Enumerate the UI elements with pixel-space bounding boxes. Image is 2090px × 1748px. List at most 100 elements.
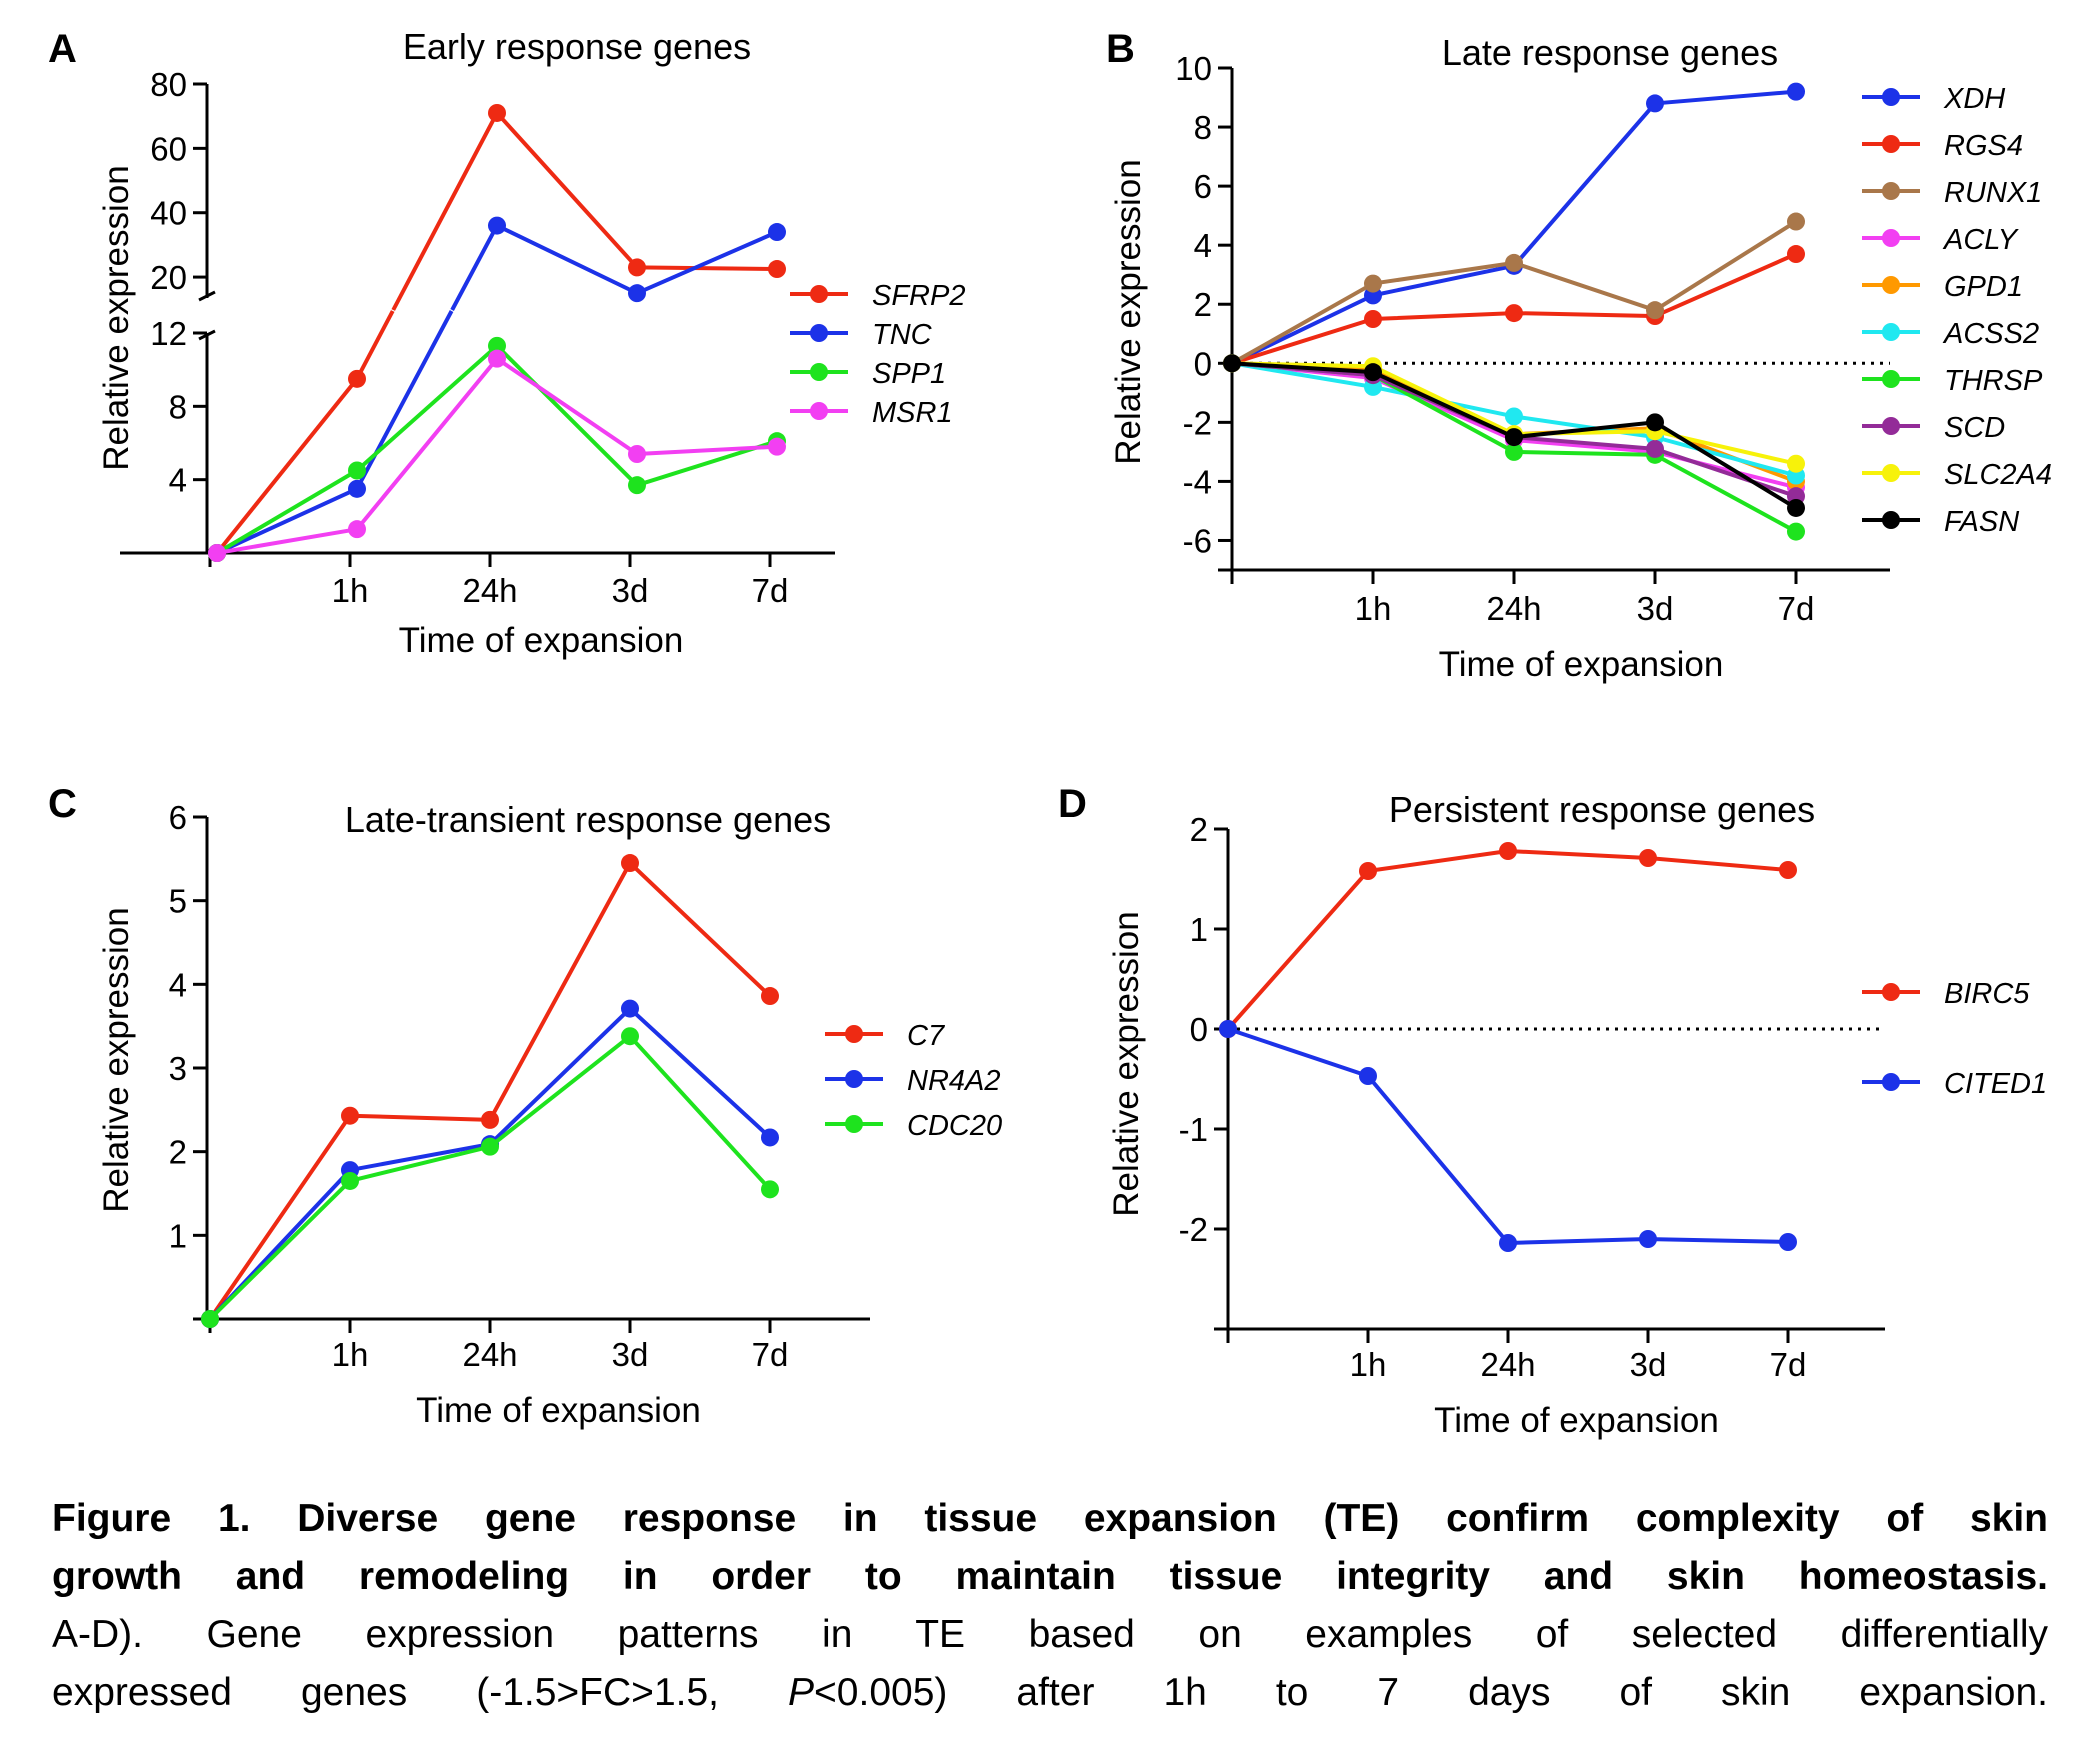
y-tick-label: 60 <box>150 130 187 167</box>
caption-title-line-1: Figure 1. Diverse gene response in tissu… <box>52 1497 2048 1540</box>
data-point <box>1505 253 1523 272</box>
legend-item-sfrp2: SFRP2 <box>790 280 965 312</box>
data-point <box>1359 862 1377 880</box>
data-point <box>341 1171 359 1190</box>
y-tick-label: 4 <box>1194 227 1212 264</box>
legend: C7 NR4A2 CDC20 <box>825 1020 1002 1142</box>
x-tick-label: 1h <box>332 572 369 609</box>
x-tick-label: 24h <box>462 1336 517 1373</box>
legend-label: SPP1 <box>872 358 946 390</box>
legend-item-xdh: XDH <box>1862 83 2005 115</box>
data-point <box>621 854 639 873</box>
legend-swatch-marker <box>1882 276 1900 294</box>
series-cited1 <box>1219 1020 1797 1252</box>
figure-caption: Figure 1. Diverse gene response in tissu… <box>52 1490 2048 1722</box>
x-tick-label: 24h <box>1486 590 1541 627</box>
x-tick-label: 7d <box>752 1336 789 1373</box>
data-point <box>481 1137 499 1156</box>
data-point <box>488 349 506 368</box>
series-segment <box>496 223 638 295</box>
data-point <box>1219 1020 1237 1038</box>
caption-body-line-2-b: <0.005) after 1h to 7 days of skin expan… <box>814 1671 2049 1714</box>
legend-item-acss2: ACSS2 <box>1862 318 2039 350</box>
panel-label: C <box>48 782 77 826</box>
data-point <box>1359 1067 1377 1085</box>
data-point <box>481 1110 499 1129</box>
data-point <box>1505 428 1523 447</box>
data-point <box>348 369 366 388</box>
data-point <box>1505 442 1523 461</box>
series-segment <box>215 377 359 555</box>
data-point <box>1499 1234 1517 1252</box>
legend-item-fasn: FASN <box>1862 506 2019 538</box>
legend-item-c7: C7 <box>825 1020 946 1052</box>
legend-item-scd: SCD <box>1862 412 2005 444</box>
panel-label: D <box>1058 782 1087 826</box>
data-point <box>348 479 366 498</box>
chart-title: Early response genes <box>403 26 751 67</box>
series-line <box>208 1006 772 1321</box>
x-axis-title: Time of expansion <box>1434 1401 1719 1440</box>
y-tick-label: 6 <box>1194 168 1212 205</box>
series-runx1 <box>1223 212 1805 373</box>
legend: BIRC5 CITED1 <box>1862 978 2047 1100</box>
x-tick-label: 7d <box>1778 590 1815 627</box>
series-segment <box>355 310 395 380</box>
data-point <box>1364 310 1382 328</box>
series-line <box>1227 1027 1789 1245</box>
series-sfrp2 <box>208 103 786 562</box>
x-tick-label: 1h <box>1355 590 1392 627</box>
data-point <box>1787 245 1805 264</box>
legend-label: RGS4 <box>1944 130 2023 162</box>
y-tick-label: -1 <box>1179 1111 1208 1148</box>
legend-item-msr1: MSR1 <box>790 397 953 429</box>
legend-label: C7 <box>907 1020 946 1052</box>
legend-item-slc2a4: SLC2A4 <box>1862 459 2052 491</box>
y-tick-label: 80 <box>150 66 187 103</box>
data-point <box>621 1027 639 1046</box>
series-birc5 <box>1219 842 1797 1038</box>
series-cdc20 <box>201 1027 779 1328</box>
data-point <box>1223 354 1241 373</box>
series-acss2 <box>1223 354 1805 485</box>
y-tick-label: -4 <box>1183 463 1212 500</box>
data-point <box>628 476 646 495</box>
data-point <box>1787 212 1805 231</box>
y-tick-label: 4 <box>169 462 187 499</box>
y-tick-label: 4 <box>169 966 187 1003</box>
legend-swatch-marker <box>1882 983 1900 1001</box>
series-segment <box>636 265 778 272</box>
data-point <box>1779 1233 1797 1251</box>
data-point <box>1505 407 1523 426</box>
y-tick-label: 2 <box>1194 286 1212 323</box>
y-tick-label: 2 <box>169 1134 187 1171</box>
legend-label: GPD1 <box>1944 271 2023 303</box>
legend: SFRP2 TNC SPP1 MSR1 <box>790 280 965 429</box>
legend-swatch-marker <box>1882 135 1900 153</box>
y-tick-label: 12 <box>150 315 187 352</box>
series-line <box>208 1034 772 1321</box>
chart-panel-d: D Persistent response genes -2 -1 0 1 2 1h 24h 3d… <box>1058 782 2047 1440</box>
legend-swatch-marker <box>845 1025 863 1043</box>
legend-item-spp1: SPP1 <box>790 358 946 390</box>
legend-label: THRSP <box>1944 365 2043 397</box>
y-axis-title: Relative expression <box>97 907 136 1212</box>
panel-label: B <box>1106 27 1135 71</box>
data-point <box>761 1128 779 1147</box>
y-tick-label: 40 <box>150 195 187 232</box>
y-tick-label: -2 <box>1183 404 1212 441</box>
x-axis-title: Time of expansion <box>399 621 684 660</box>
chart-panel-a: A Early response genes 20 40 60 80 4 8 12 1h 24h 3d… <box>48 26 965 660</box>
caption-body-line-1: A-D). Gene expression patterns in TE bas… <box>52 1613 2048 1656</box>
y-tick-label: 5 <box>169 883 187 920</box>
series-line <box>216 356 778 555</box>
data-point <box>628 258 646 277</box>
series-segment <box>216 487 358 555</box>
legend-label: SFRP2 <box>872 280 965 312</box>
legend-swatch-marker <box>1882 1073 1900 1091</box>
legend-label: ACSS2 <box>1942 318 2039 350</box>
legend-item-cdc20: CDC20 <box>825 1110 1002 1142</box>
data-point <box>1364 363 1382 382</box>
series-segment <box>355 310 454 490</box>
series-msr1 <box>208 349 786 562</box>
